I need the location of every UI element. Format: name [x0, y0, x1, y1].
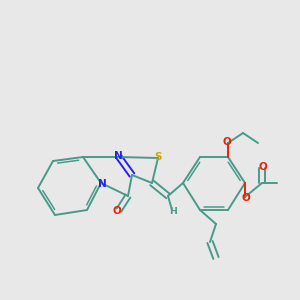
Text: O: O — [223, 137, 231, 147]
Text: O: O — [112, 206, 122, 216]
Text: N: N — [98, 179, 106, 189]
Text: H: H — [169, 208, 177, 217]
Text: S: S — [154, 152, 162, 162]
Text: N: N — [114, 151, 122, 161]
Text: O: O — [259, 162, 267, 172]
Text: O: O — [242, 193, 250, 203]
